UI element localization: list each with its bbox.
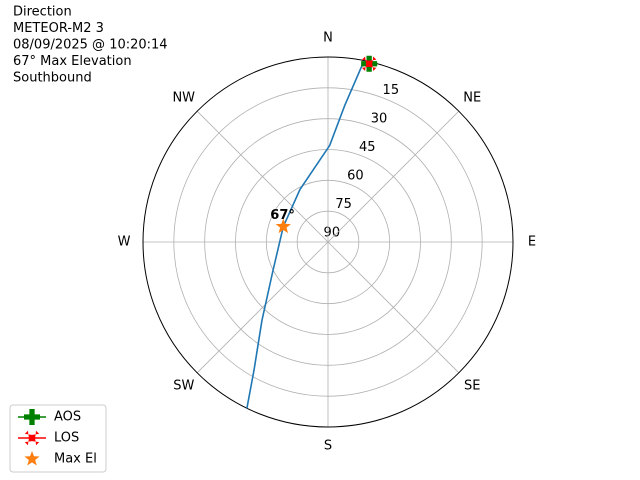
- grid-spoke: [196, 110, 329, 243]
- legend-label: LOS: [54, 431, 79, 446]
- legend-label: AOS: [54, 410, 81, 425]
- data-label: 67°: [270, 208, 295, 223]
- direction-label: SW: [173, 379, 194, 394]
- title-line: Southbound: [13, 71, 92, 86]
- direction-label: E: [528, 235, 536, 250]
- title-line: Direction: [13, 5, 72, 20]
- title-line: 08/09/2025 @ 10:20:14: [13, 38, 168, 53]
- direction-label: N: [323, 31, 333, 46]
- direction-label: NE: [463, 90, 481, 105]
- legend-marker: [24, 430, 40, 446]
- direction-label: S: [324, 439, 332, 454]
- grid-spoke: [196, 241, 329, 374]
- grid-spoke: [327, 110, 460, 243]
- plot-marks: 67°: [246, 55, 378, 409]
- legend-label: Max El: [54, 452, 97, 467]
- legend: AOS LOS Max El: [18, 409, 97, 467]
- marker: [361, 56, 377, 71]
- title-line: 67° Max Elevation: [13, 54, 132, 69]
- title-line: METEOR-M2 3: [13, 21, 104, 36]
- direction-label: W: [118, 235, 131, 250]
- outer-frame: [142, 56, 514, 428]
- direction-label: NW: [172, 90, 195, 105]
- legend-marker: [24, 451, 40, 466]
- direction-label: SE: [464, 379, 480, 394]
- grid-spoke: [327, 241, 460, 374]
- marker: [275, 218, 291, 234]
- r-tick-label: 75: [335, 197, 352, 212]
- r-tick-label: 60: [347, 168, 364, 183]
- track-line: [246, 64, 364, 409]
- r-tick-label: 30: [371, 111, 388, 126]
- legend-marker: [24, 409, 40, 425]
- r-tick-label: 15: [383, 83, 400, 98]
- r-tick-label: 45: [359, 140, 376, 155]
